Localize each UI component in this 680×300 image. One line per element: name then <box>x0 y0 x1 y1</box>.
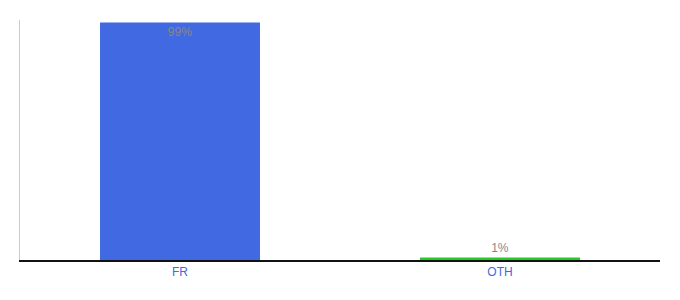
svg-text:99%: 99% <box>168 25 192 39</box>
svg-text:1%: 1% <box>491 241 509 255</box>
svg-text:FR: FR <box>172 265 188 279</box>
svg-text:OTH: OTH <box>487 265 512 279</box>
